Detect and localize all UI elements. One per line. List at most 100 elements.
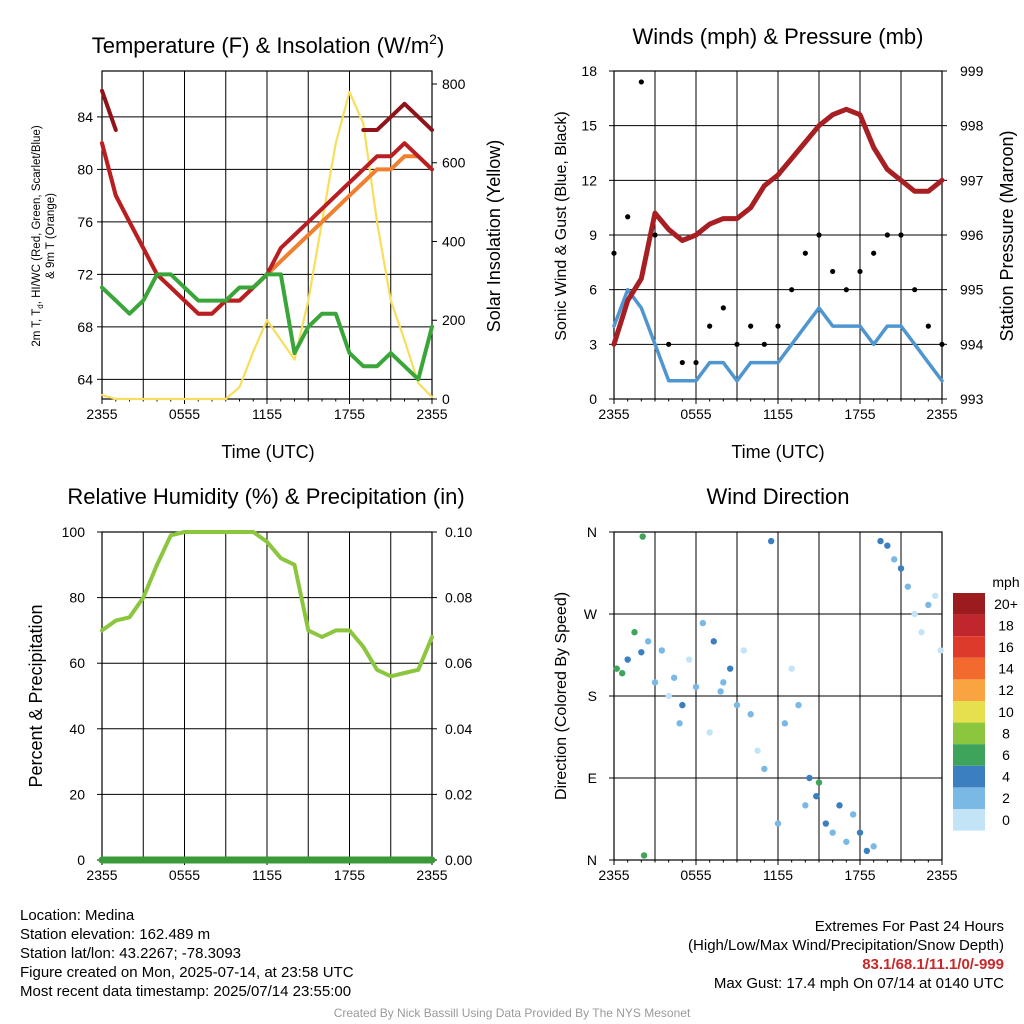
winds-ylabel: Sonic Wind & Gust (Blue, Black) — [553, 111, 570, 340]
winds-ytick-label: 9 — [589, 227, 597, 243]
pressure-ytick-label: 996 — [960, 227, 984, 243]
extremes-info: Extremes For Past 24 Hours (High/Low/Max… — [688, 917, 1004, 993]
humidity-ytick-label: 100 — [62, 524, 86, 540]
direction-point — [788, 665, 795, 672]
gust-point — [843, 287, 849, 293]
winds-ytick-label: 3 — [589, 336, 597, 352]
direction-point — [624, 656, 631, 663]
legend-title: mph — [992, 574, 1019, 590]
direction-point — [638, 649, 645, 656]
direction-point — [802, 802, 809, 809]
temperature-ytick-label: 76 — [77, 214, 93, 230]
direction-title: Wind Direction — [706, 484, 849, 509]
direction-point — [676, 720, 683, 727]
direction-point — [806, 774, 813, 782]
winds-title: Winds (mph) & Pressure (mb) — [633, 24, 924, 49]
winds-xtick-label: 1755 — [844, 406, 875, 422]
humidity-ylabel: Percent & Precipitation — [26, 604, 46, 787]
direction-xtick-label: 1755 — [844, 867, 875, 883]
direction-point — [774, 820, 782, 827]
temperature-xtick-label: 1755 — [334, 406, 365, 422]
direction-point — [747, 711, 754, 718]
precip-ytick-label: 0.10 — [445, 524, 472, 540]
temperature-panel: Temperature (F) & Insolation (W/m2) 2m T… — [31, 31, 504, 462]
legend-label: 2 — [1002, 790, 1010, 806]
precip-ytick-label: 0.00 — [445, 852, 472, 868]
direction-ylabel: Direction (Colored By Speed) — [553, 592, 570, 800]
gust-point — [871, 250, 877, 256]
legend-swatch — [953, 744, 985, 766]
humidity-title: Relative Humidity (%) & Precipitation (i… — [67, 484, 464, 509]
pressure-ytick-label: 993 — [960, 391, 984, 407]
direction-point — [897, 565, 905, 572]
direction-ytick-label: N — [587, 524, 597, 540]
pressure-ytick-label: 997 — [960, 172, 984, 188]
credit-line: Created By Nick Bassill Using Data Provi… — [333, 1006, 691, 1020]
direction-point — [890, 556, 898, 563]
direction-point — [815, 779, 823, 786]
legend-label: 14 — [998, 661, 1014, 677]
direction-point — [692, 683, 700, 691]
direction-point — [710, 638, 717, 645]
direction-point — [843, 838, 850, 845]
winds-panel: Winds (mph) & Pressure (mb) Sonic Wind &… — [553, 24, 1017, 462]
direction-point — [925, 601, 932, 609]
gust-point — [816, 232, 822, 238]
legend-swatch — [953, 765, 985, 788]
dewpoint-line — [100, 272, 434, 382]
legend-label: 6 — [1002, 747, 1010, 763]
humidity-xtick-label: 2355 — [86, 867, 117, 883]
direction-point — [644, 638, 652, 645]
gust-point — [652, 232, 658, 238]
direction-point — [911, 610, 918, 618]
gust-point — [939, 341, 945, 347]
gust-point — [761, 341, 767, 347]
speed-legend: 20+ 18 16 14 12 10 8 6 4 2 0 — [953, 593, 1018, 831]
direction-point — [733, 701, 741, 709]
gust-point — [912, 287, 918, 293]
temperature-xtick-label: 2355 — [416, 406, 447, 422]
direction-point — [619, 670, 626, 677]
humidity-xtick-label: 0555 — [169, 867, 200, 883]
temperature-ytick-label: 68 — [77, 319, 93, 335]
legend-swatch — [953, 701, 985, 723]
gust-point — [775, 323, 781, 329]
direction-point — [931, 592, 939, 599]
direction-point — [822, 820, 830, 827]
gust-point — [857, 268, 863, 275]
legend-label: 12 — [998, 682, 1014, 698]
direction-point — [863, 847, 871, 855]
temperature-ytick-label: 64 — [77, 371, 93, 387]
winds-ylabel-right: Station Pressure (Maroon) — [997, 130, 1017, 341]
legend-swatch — [953, 787, 985, 809]
direction-xtick-label: 0555 — [680, 867, 711, 883]
direction-point — [706, 729, 713, 736]
precip-ytick-label: 0.08 — [445, 590, 472, 606]
direction-point — [937, 647, 944, 654]
insolation-ytick-label: 400 — [442, 233, 466, 249]
winds-ytick-label: 12 — [581, 172, 597, 188]
gust-point — [802, 250, 808, 256]
legend-swatch — [953, 614, 985, 637]
direction-point — [740, 647, 748, 654]
direction-point — [904, 583, 912, 590]
humidity-ytick-label: 0 — [77, 852, 85, 868]
direction-point — [679, 701, 686, 709]
direction-point — [877, 537, 884, 545]
direction-point — [665, 692, 672, 700]
humidity-xtick-label: 1155 — [252, 867, 282, 883]
winds-xlabel: Time (UTC) — [731, 442, 824, 462]
gust-point — [734, 341, 740, 347]
direction-point — [726, 665, 734, 672]
legend-swatch — [953, 636, 985, 658]
direction-point — [658, 647, 666, 654]
direction-point — [795, 701, 802, 709]
temperature-ylabel-right: Solar Insolation (Yellow) — [484, 140, 504, 332]
temperature-xtick-label: 0555 — [169, 406, 200, 422]
insolation-ytick-label: 0 — [442, 391, 450, 407]
direction-point — [717, 688, 724, 695]
extremes-subtitle: (High/Low/Max Wind/Precipitation/Snow De… — [688, 937, 1004, 954]
gust-point — [679, 359, 685, 366]
pressure-ytick-label: 994 — [960, 336, 984, 352]
direction-point — [720, 679, 727, 686]
